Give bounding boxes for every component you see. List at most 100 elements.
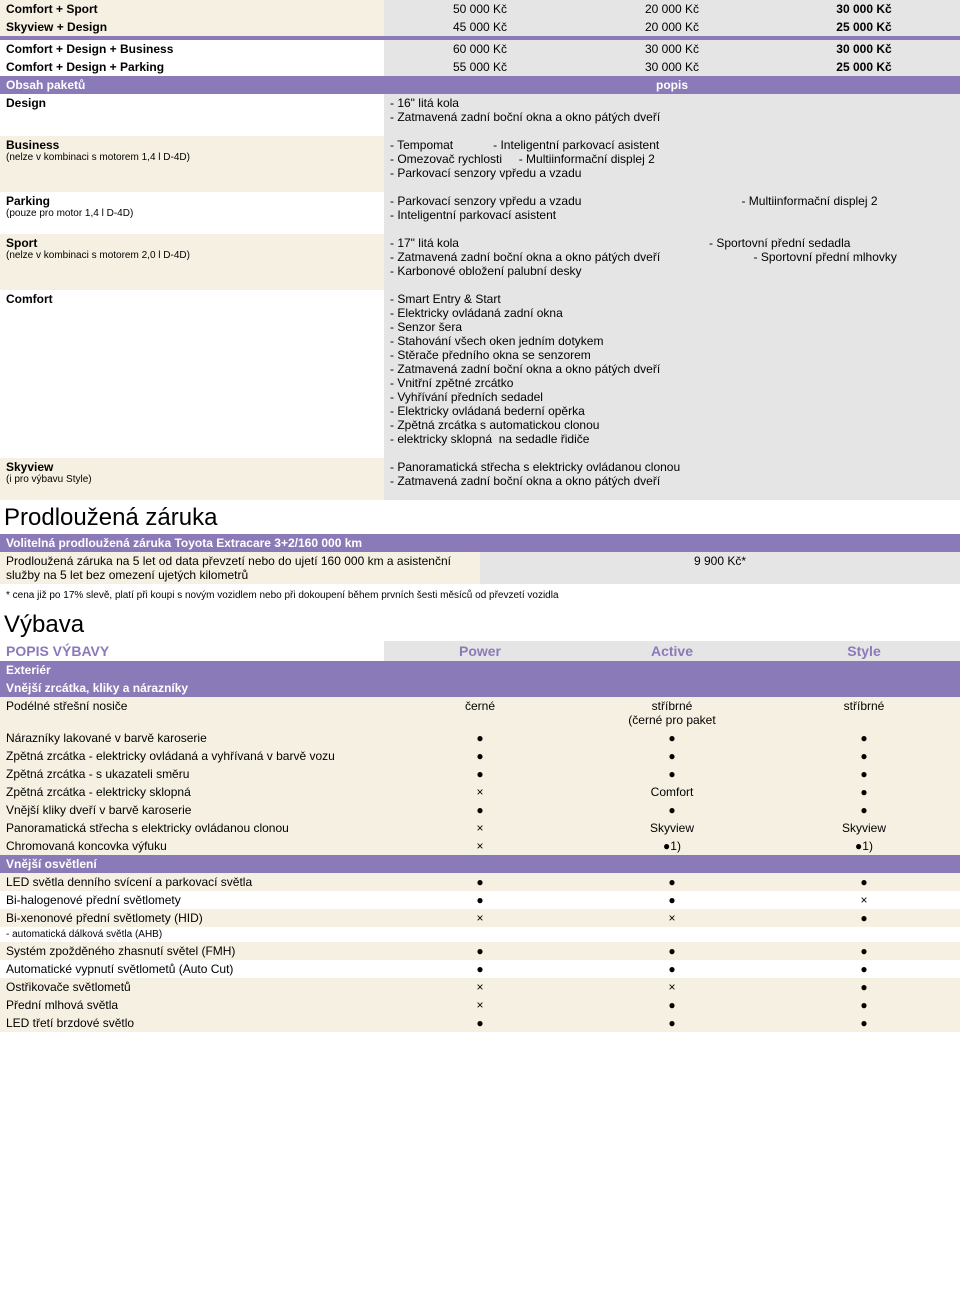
feature-val: ● — [576, 891, 768, 909]
price-col: 30 000 Kč — [768, 40, 960, 58]
feature-val: Comfort — [576, 783, 768, 801]
feature-val: ● — [576, 873, 768, 891]
feature-val: ● — [768, 942, 960, 960]
package-name: Comfort + Sport — [0, 0, 384, 18]
pkg-name: Design — [6, 96, 378, 110]
feature-val: ● — [768, 1014, 960, 1032]
exterier-bar: Exteriér — [0, 661, 960, 679]
feature-val: × — [576, 978, 768, 996]
pkg-desc: - Parkovací senzory vpředu a vzadu - Mul… — [384, 192, 960, 234]
feature-name: Zpětná zrcátka - elektricky ovládaná a v… — [0, 747, 384, 765]
feature-val: ● — [576, 801, 768, 819]
warranty-heading: Prodloužená záruka — [4, 504, 960, 532]
feature-val: × — [384, 837, 576, 855]
price-table-1: Comfort + Sport50 000 Kč20 000 Kč30 000 … — [0, 0, 960, 36]
sec2-bar: Vnější osvětlení — [0, 855, 960, 873]
feature-val: ● — [768, 765, 960, 783]
feature-name: LED třetí brzdové světlo — [0, 1014, 384, 1032]
pkg-left: Skyview(i pro výbavu Style) — [0, 458, 384, 500]
feature-name: Nárazníky lakované v barvě karoserie — [0, 729, 384, 747]
trim-0: Power — [384, 641, 576, 661]
vybava-heading: Výbava — [4, 611, 960, 639]
feature-val: ● — [768, 996, 960, 1014]
price-col: 30 000 Kč — [576, 40, 768, 58]
package-name: Comfort + Design + Parking — [0, 58, 384, 76]
feature-val: ● — [576, 729, 768, 747]
feature-name: - automatická dálková světla (AHB) — [0, 927, 384, 942]
feature-val: ● — [384, 873, 576, 891]
pkg-left: Design — [0, 94, 384, 136]
vybava-header: POPIS VÝBAVY Power Active Style — [0, 641, 960, 661]
feature-name: Chromovaná koncovka výfuku — [0, 837, 384, 855]
feature-name: Automatické vypnutí světlometů (Auto Cut… — [0, 960, 384, 978]
pkg-sub: (nelze v kombinaci s motorem 1,4 l D-4D) — [6, 152, 378, 163]
feature-val: ● — [576, 1014, 768, 1032]
feature-name: Zpětná zrcátka - s ukazateli směru — [0, 765, 384, 783]
feature-val: ● — [768, 801, 960, 819]
obsah-popis: popis — [384, 76, 960, 94]
pkg-desc: - Panoramatická střecha s elektricky ovl… — [384, 458, 960, 500]
sec1-table: Podélné střešní nosičečernéstříbrné (čer… — [0, 697, 960, 855]
feature-val: ● — [384, 747, 576, 765]
packages-table: Design - 16" litá kola - Zatmavená zadní … — [0, 94, 960, 500]
feature-val: Skyview — [576, 819, 768, 837]
feature-name: LED světla denního svícení a parkovací s… — [0, 873, 384, 891]
trim-1: Active — [576, 641, 768, 661]
feature-val — [384, 927, 576, 942]
feature-val: ● — [768, 978, 960, 996]
pkg-name: Skyview — [6, 460, 378, 474]
feature-val: ● — [768, 909, 960, 927]
obsah-header: Obsah paketů popis — [0, 76, 960, 94]
popis-vybavy: POPIS VÝBAVY — [0, 641, 384, 661]
price-table-2: Comfort + Design + Business60 000 Kč30 0… — [0, 40, 960, 76]
pkg-desc: - 16" litá kola - Zatmavená zadní boční … — [384, 94, 960, 136]
feature-val: ● — [768, 729, 960, 747]
package-name: Skyview + Design — [0, 18, 384, 36]
feature-val: ● — [576, 960, 768, 978]
pkg-sub: (pouze pro motor 1,4 l D-4D) — [6, 208, 378, 219]
feature-val: Skyview — [768, 819, 960, 837]
price-col: 50 000 Kč — [384, 0, 576, 18]
pkg-sub: (nelze v kombinaci s motorem 2,0 l D-4D) — [6, 250, 378, 261]
feature-val: ● — [384, 801, 576, 819]
price-col: 20 000 Kč — [576, 0, 768, 18]
feature-val: ● — [384, 729, 576, 747]
warranty-note: * cena již po 17% slevě, platí při koupi… — [0, 584, 960, 607]
feature-name: Panoramatická střecha s elektricky ovlád… — [0, 819, 384, 837]
obsah-title: Obsah paketů — [0, 76, 384, 94]
price-col: 20 000 Kč — [576, 18, 768, 36]
warranty-table: Prodloužená záruka na 5 let od data přev… — [0, 552, 960, 584]
pkg-desc: - Smart Entry & Start - Elektricky ovlád… — [384, 290, 960, 458]
feature-val: ●1) — [768, 837, 960, 855]
pkg-sub: (i pro výbavu Style) — [6, 474, 378, 485]
feature-val: ● — [576, 996, 768, 1014]
feature-name: Vnější kliky dveří v barvě karoserie — [0, 801, 384, 819]
pkg-left: Parking(pouze pro motor 1,4 l D-4D) — [0, 192, 384, 234]
feature-val: ● — [384, 765, 576, 783]
price-col: 30 000 Kč — [768, 0, 960, 18]
feature-val: ● — [576, 942, 768, 960]
feature-name: Bi-xenonové přední světlomety (HID) — [0, 909, 384, 927]
feature-val: × — [768, 891, 960, 909]
pkg-name: Comfort — [6, 292, 378, 306]
package-name: Comfort + Design + Business — [0, 40, 384, 58]
sec1-bar: Vnější zrcátka, kliky a nárazníky — [0, 679, 960, 697]
feature-val: × — [576, 909, 768, 927]
price-col: 25 000 Kč — [768, 58, 960, 76]
pkg-left: Business(nelze v kombinaci s motorem 1,4… — [0, 136, 384, 192]
feature-val: ● — [384, 942, 576, 960]
feature-val: ● — [576, 765, 768, 783]
feature-name: Systém zpožděného zhasnutí světel (FMH) — [0, 942, 384, 960]
warranty-bar: Volitelná prodloužená záruka Toyota Extr… — [0, 534, 960, 552]
feature-val: stříbrné (černé pro paket — [576, 697, 768, 729]
feature-val: × — [384, 996, 576, 1014]
pkg-desc: - 17" litá kola - Sportovní přední sedad… — [384, 234, 960, 290]
pkg-name: Sport — [6, 236, 378, 250]
feature-val — [768, 927, 960, 942]
pkg-name: Parking — [6, 194, 378, 208]
feature-val: ● — [768, 783, 960, 801]
warranty-text: Prodloužená záruka na 5 let od data přev… — [0, 552, 480, 584]
feature-val: ● — [768, 960, 960, 978]
feature-val — [576, 927, 768, 942]
trim-2: Style — [768, 641, 960, 661]
